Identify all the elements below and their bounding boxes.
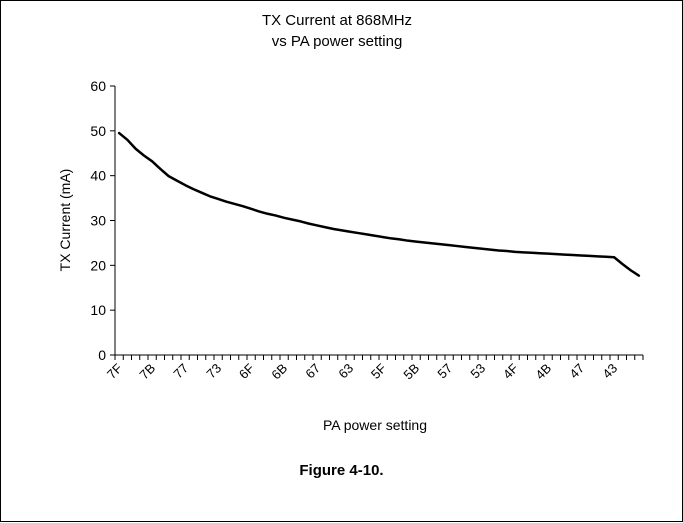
y-tick-label: 0	[98, 347, 106, 363]
y-tick-label: 50	[90, 123, 106, 139]
x-axis-label: PA power setting	[323, 417, 427, 433]
x-tick-label: 5F	[368, 360, 389, 381]
tx-current-chart: TX Current at 868MHz vs PA power setting…	[57, 12, 644, 433]
x-tick-label: 47	[566, 361, 587, 382]
plot-area	[117, 131, 641, 277]
y-tick-label: 10	[90, 302, 106, 318]
x-tick-label: 4F	[500, 360, 521, 381]
figure-caption: Figure 4-10.	[299, 462, 384, 479]
x-tick-label: 6F	[236, 360, 257, 381]
x-tick-label: 43	[599, 361, 620, 382]
x-tick-label: 6B	[268, 361, 290, 383]
x-tick-label: 53	[467, 361, 488, 382]
y-tick-label: 30	[90, 213, 106, 229]
chart-title: TX Current at 868MHz	[262, 12, 412, 29]
chart-subtitle: vs PA power setting	[272, 33, 403, 50]
y-tick-label: 20	[90, 257, 106, 273]
y-axis-label: TX Current (mA)	[57, 169, 73, 272]
x-tick-label: 57	[434, 361, 455, 382]
y-ticks: 0 10 20 30 40 50 60	[90, 78, 115, 363]
x-tick-label: 7B	[136, 361, 158, 383]
series-line	[117, 131, 641, 277]
y-tick-label: 40	[90, 168, 106, 184]
axes	[114, 86, 643, 356]
x-tick-label: 73	[203, 361, 224, 382]
x-tick-label: 4B	[532, 361, 554, 383]
x-tick-label: 77	[170, 361, 191, 382]
x-tick-label: 63	[335, 361, 356, 382]
x-tick-label: 7F	[104, 360, 125, 381]
x-tick-label: 5B	[400, 361, 422, 383]
x-ticks: 7F 7B 77 73 6F 6B 67 63 5F 5B 57 53 4F 4B 47 43	[104, 355, 644, 383]
y-tick-label: 60	[90, 78, 106, 94]
x-tick-label: 67	[302, 361, 323, 382]
